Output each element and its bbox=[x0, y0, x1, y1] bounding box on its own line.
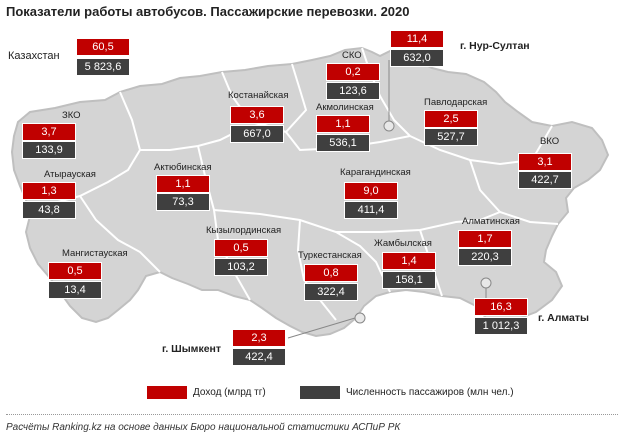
region-passengers-aktobe: 73,3 bbox=[156, 193, 210, 211]
shymkent-marker bbox=[354, 312, 366, 324]
region-income-pavlodar: 2,5 bbox=[424, 110, 478, 128]
region-label-karaganda: Карагандинская bbox=[340, 167, 411, 178]
region-passengers-zko: 133,9 bbox=[22, 141, 76, 159]
region-passengers-sko: 123,6 bbox=[326, 82, 380, 100]
region-label-akmola: Акмолинская bbox=[316, 102, 374, 113]
region-label-sko: СКО bbox=[342, 50, 362, 61]
region-label-zhambyl: Жамбылская bbox=[374, 238, 432, 249]
region-passengers-zhambyl: 158,1 bbox=[382, 271, 436, 289]
region-income-atyrau: 1,3 bbox=[22, 182, 76, 200]
region-passengers-karaganda: 411,4 bbox=[344, 201, 398, 219]
region-income-kostanay: 3,6 bbox=[230, 106, 284, 124]
region-income-kyzylorda: 0,5 bbox=[214, 239, 268, 257]
region-passengers-pavlodar: 527,7 bbox=[424, 128, 478, 146]
city-label-nur-sultan: г. Нур-Султан bbox=[460, 40, 530, 52]
region-income-mangistau: 0,5 bbox=[48, 262, 102, 280]
map-title: Показатели работы автобусов. Пассажирски… bbox=[6, 4, 410, 19]
city-markers bbox=[287, 60, 492, 339]
city-income-shymkent: 2,3 bbox=[232, 329, 286, 347]
region-label-kyzylorda: Кызылординская bbox=[206, 225, 282, 236]
region-label-turkestan: Туркестанская bbox=[298, 250, 362, 261]
region-passengers-mangistau: 13,4 bbox=[48, 281, 102, 299]
region-income-almaty-reg: 1,7 bbox=[458, 230, 512, 248]
city-label-shymkent: г. Шымкент bbox=[162, 343, 222, 355]
legend-passengers-label: Численность пассажиров (млн чел.) bbox=[346, 387, 514, 398]
region-label-aktobe: Актюбинская bbox=[154, 162, 212, 173]
region-passengers-akmola: 536,1 bbox=[316, 134, 370, 152]
kazakhstan-income-badge: 60,5 bbox=[76, 38, 130, 56]
region-label-pavlodar: Павлодарская bbox=[424, 97, 488, 108]
region-income-zko: 3,7 bbox=[22, 123, 76, 141]
region-income-turkestan: 0,8 bbox=[304, 264, 358, 282]
city-income-nur-sultan: 11,4 bbox=[390, 30, 444, 48]
region-passengers-almaty-reg: 220,3 bbox=[458, 248, 512, 266]
source-note: Расчёты Ranking.kz на основе данных Бюро… bbox=[6, 422, 401, 433]
region-passengers-kyzylorda: 103,2 bbox=[214, 258, 268, 276]
region-income-vko: 3,1 bbox=[518, 153, 572, 171]
region-passengers-atyrau: 43,8 bbox=[22, 201, 76, 219]
region-label-mangistau: Мангистауская bbox=[62, 248, 128, 259]
city-passengers-nur-sultan: 632,0 bbox=[390, 49, 444, 67]
almaty-marker bbox=[480, 277, 492, 289]
region-income-karaganda: 9,0 bbox=[344, 182, 398, 200]
city-label-almaty: г. Алматы bbox=[538, 312, 589, 324]
city-passengers-almaty: 1 012,3 bbox=[474, 317, 528, 335]
legend-passengers-swatch bbox=[300, 386, 340, 399]
region-passengers-kostanay: 667,0 bbox=[230, 125, 284, 143]
region-label-kostanay: Костанайская bbox=[228, 90, 289, 101]
kazakhstan-passengers-badge: 5 823,6 bbox=[76, 58, 130, 76]
region-income-zhambyl: 1,4 bbox=[382, 252, 436, 270]
city-passengers-shymkent: 422,4 bbox=[232, 348, 286, 366]
region-label-zko: ЗКО bbox=[62, 110, 81, 121]
city-income-almaty: 16,3 bbox=[474, 298, 528, 316]
region-passengers-turkestan: 322,4 bbox=[304, 283, 358, 301]
region-label-vko: ВКО bbox=[540, 136, 560, 147]
footer-divider bbox=[6, 414, 618, 415]
region-label-atyrau: Атырауская bbox=[44, 169, 96, 180]
region-income-aktobe: 1,1 bbox=[156, 175, 210, 193]
region-income-akmola: 1,1 bbox=[316, 115, 370, 133]
region-income-sko: 0,2 bbox=[326, 63, 380, 81]
nur-sultan-marker bbox=[383, 120, 395, 132]
region-label-almaty-reg: Алматинская bbox=[462, 216, 520, 227]
kazakhstan-label: Казахстан bbox=[8, 50, 60, 62]
shymkent-leader bbox=[287, 317, 356, 339]
legend-income-label: Доход (млрд тг) bbox=[193, 387, 266, 398]
region-passengers-vko: 422,7 bbox=[518, 171, 572, 189]
legend-income-swatch bbox=[147, 386, 187, 399]
